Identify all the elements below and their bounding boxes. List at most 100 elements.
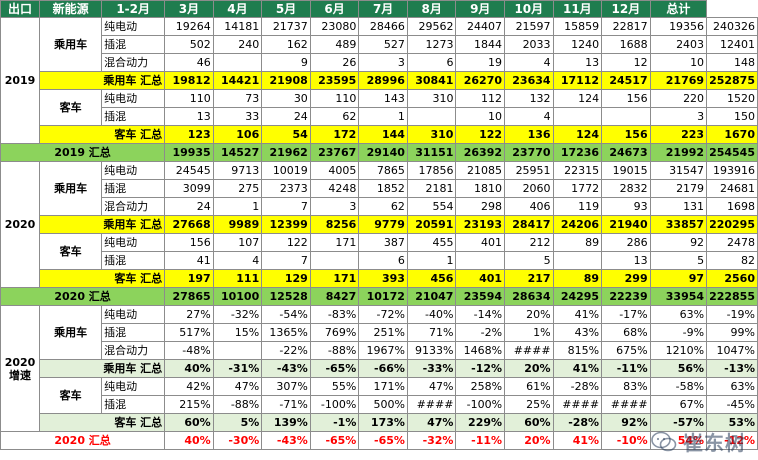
subtotal-row: 乘用车 汇总 27668 9989 12399 8256 9779 20591 23193 28… (1, 215, 758, 234)
value-cell: 28466 (358, 17, 408, 36)
subtotal-cell: 19812 (164, 71, 214, 90)
value-cell: 20% (504, 305, 554, 324)
value-cell: 10019 (261, 161, 311, 180)
value-cell (455, 251, 506, 270)
value-cell: 1 (406, 251, 457, 270)
value-cell: 4 (504, 53, 554, 72)
column-header: 1-2月 (101, 0, 166, 18)
column-header: 4月 (212, 0, 263, 18)
value-cell: -9% (649, 323, 708, 342)
subtotal-cell: 8256 (309, 215, 360, 234)
subtotal-cell: 23193 (455, 215, 506, 234)
value-cell: 2373 (261, 179, 311, 198)
value-cell: 171 (309, 233, 360, 252)
column-header: 9月 (455, 0, 506, 18)
subtotal-cell: 53% (706, 413, 758, 432)
value-cell: 1520 (706, 89, 758, 108)
subtotal-cell: -12% (455, 359, 506, 378)
column-header: 8月 (406, 0, 457, 18)
value-cell: -45% (706, 395, 758, 414)
value-cell (601, 107, 651, 126)
value-cell: -14% (455, 305, 506, 324)
value-cell: 15% (212, 323, 263, 342)
value-cell: 43% (552, 323, 603, 342)
total-cell: 14527 (212, 143, 263, 162)
value-cell: #### (406, 395, 457, 414)
value-cell: 19 (455, 53, 506, 72)
category-label: 乘用车 (39, 161, 103, 216)
value-cell: 9 (261, 53, 311, 72)
subtotal-cell: 12399 (261, 215, 311, 234)
value-cell: 71% (406, 323, 457, 342)
subtotal-cell: 197 (164, 269, 214, 288)
type-label: 纯电动 (101, 233, 166, 252)
value-cell: 41 (164, 251, 214, 270)
value-cell: 1047% (706, 341, 758, 360)
column-header: 新能源 (39, 0, 103, 18)
value-cell: 258% (455, 377, 506, 396)
subtotal-cell: -66% (358, 359, 408, 378)
value-cell (552, 251, 603, 270)
subtotal-cell: 393 (358, 269, 408, 288)
type-label: 纯电动 (101, 161, 166, 180)
value-cell: 9133% (406, 341, 457, 360)
value-cell: 1772 (552, 179, 603, 198)
category-label: 客车 (39, 233, 103, 270)
value-cell: 1365% (261, 323, 311, 342)
subtotal-cell: 1670 (706, 125, 758, 144)
data-row: 插混 41 4 7 6 1 5 13 5 82 (1, 251, 758, 270)
column-header: 总计 (649, 0, 708, 18)
subtotal-cell: 28417 (504, 215, 554, 234)
subtotal-cell: 27668 (164, 215, 214, 234)
value-cell: 1 (212, 197, 263, 216)
subtotal-cell: -11% (601, 359, 651, 378)
year-label: 2020 增速 (0, 305, 41, 432)
total-cell: 24673 (601, 143, 651, 162)
value-cell: 12 (601, 53, 651, 72)
subtotal-cell: 24206 (552, 215, 603, 234)
value-cell: 6 (406, 53, 457, 72)
value-cell: 13 (601, 251, 651, 270)
total-cell: 17236 (552, 143, 603, 162)
subtotal-cell: 21940 (601, 215, 651, 234)
subtotal-cell: 310 (406, 125, 457, 144)
type-label: 插混 (101, 323, 166, 342)
value-cell: -54% (261, 305, 311, 324)
column-header: 3月 (164, 0, 214, 18)
value-cell: 527 (358, 35, 408, 54)
value-cell: 110 (164, 89, 214, 108)
subtotal-cell: 56% (649, 359, 708, 378)
type-label: 纯电动 (101, 377, 166, 396)
total-row: 2020 汇总 27865 10100 12528 8427 10172 21047 2359… (0, 287, 758, 306)
subtotal-cell: -43% (261, 359, 311, 378)
total-cell: 54% (649, 431, 708, 450)
total-cell: 33954 (649, 287, 708, 306)
value-cell: 1698 (706, 197, 758, 216)
subtotal-cell: 24517 (601, 71, 651, 90)
subtotal-label: 客车 汇总 (39, 413, 166, 432)
value-cell: 13 (164, 107, 214, 126)
value-cell: 93 (601, 197, 651, 216)
total-cell: 41% (552, 431, 603, 450)
value-cell: -100% (309, 395, 360, 414)
value-cell: 310 (406, 89, 457, 108)
data-row: 插混 3099 275 2373 4248 1852 2181 1810 2060 1772 283… (1, 179, 758, 198)
subtotal-cell: -33% (406, 359, 457, 378)
value-cell: 14181 (212, 17, 263, 36)
value-cell: 387 (358, 233, 408, 252)
subtotal-label: 乘用车 汇总 (39, 215, 166, 234)
value-cell: 7865 (358, 161, 408, 180)
subtotal-cell: 173% (358, 413, 408, 432)
column-header: 6月 (309, 0, 360, 18)
total-cell: -65% (358, 431, 408, 450)
subtotal-cell: 30841 (406, 71, 457, 90)
subtotal-label: 客车 汇总 (39, 269, 166, 288)
value-cell: -17% (601, 305, 651, 324)
subtotal-cell: 47% (406, 413, 457, 432)
value-cell: 298 (455, 197, 506, 216)
value-cell: 1% (504, 323, 554, 342)
value-cell: 62 (358, 197, 408, 216)
total-cell: 23770 (504, 143, 554, 162)
value-cell: 61% (504, 377, 554, 396)
value-cell: 1240 (552, 35, 603, 54)
